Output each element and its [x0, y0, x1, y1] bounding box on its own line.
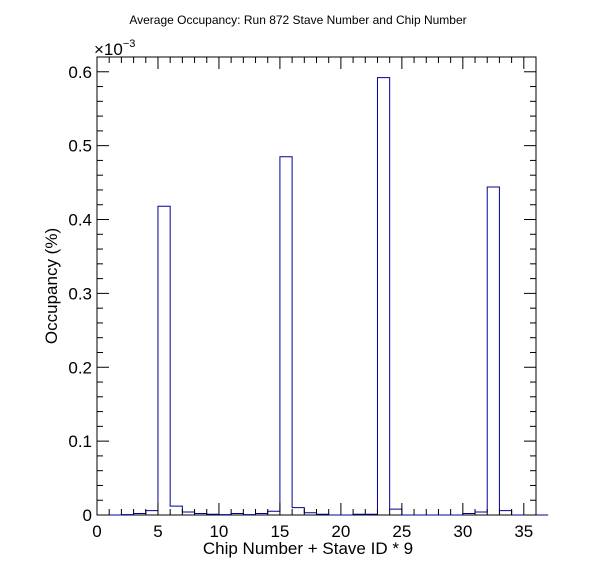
- histogram-bar: [268, 511, 280, 515]
- svg-text:×10−3: ×10−3: [94, 38, 135, 59]
- y-tick-label: 0.6: [68, 63, 92, 82]
- y-axis-label: Occupancy (%): [42, 228, 61, 344]
- histogram-bar: [499, 511, 511, 515]
- histogram-bar: [158, 206, 170, 515]
- chart-title: Average Occupancy: Run 872 Stave Number …: [129, 13, 466, 27]
- x-tick-label: 20: [331, 522, 350, 541]
- histogram-bars: [121, 78, 511, 515]
- x-axis-label: Chip Number + Stave ID * 9: [203, 539, 413, 558]
- histogram-bar: [390, 509, 402, 515]
- y-exponent-base: ×10: [94, 40, 123, 59]
- y-axis-ticks: [97, 56, 536, 516]
- y-tick-label: 0.3: [68, 284, 92, 303]
- y-tick-label: 0.2: [68, 358, 92, 377]
- x-axis-ticks: [96, 57, 537, 515]
- histogram-bar: [146, 511, 158, 515]
- y-tick-label: 0.5: [68, 137, 92, 156]
- y-axis-tick-labels: 0 0.1 0.2 0.3 0.4 0.5 0.6: [68, 63, 92, 525]
- y-tick-label: 0.1: [68, 432, 92, 451]
- x-axis-tick-labels: 0 5 10 15 20 25 30 35: [92, 522, 533, 541]
- y-tick-label: 0.4: [68, 211, 92, 230]
- histogram-outline: [97, 77, 549, 516]
- x-tick-label: 30: [453, 522, 472, 541]
- y-exponent-power: −3: [123, 38, 136, 50]
- plot-frame: [96, 56, 537, 516]
- x-tick-label: 35: [514, 522, 533, 541]
- x-tick-label: 15: [270, 522, 289, 541]
- histogram-bar: [170, 506, 182, 515]
- x-tick-label: 5: [153, 522, 162, 541]
- x-tick-label: 25: [392, 522, 411, 541]
- histogram-bar: [280, 157, 292, 515]
- histogram-bar: [487, 187, 499, 515]
- x-tick-label: 10: [209, 522, 228, 541]
- histogram-bar: [292, 508, 304, 515]
- x-tick-label: 0: [92, 522, 101, 541]
- histogram-bar: [377, 78, 389, 515]
- y-axis-exponent-label: ×10−3: [94, 38, 135, 59]
- y-tick-label: 0: [83, 506, 92, 525]
